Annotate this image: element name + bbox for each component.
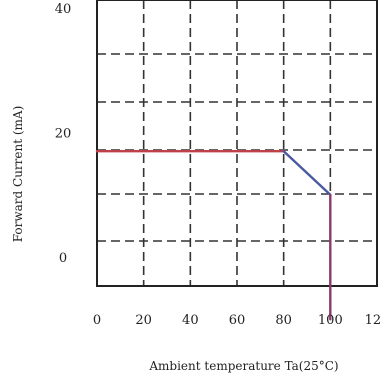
y-tick-label: 40 — [55, 2, 72, 17]
series-layer — [95, 150, 332, 321]
plot-frame — [96, 0, 378, 287]
x-tick-label: 80 — [275, 313, 292, 328]
y-tick-label: 0 — [59, 251, 67, 266]
x-tick-label: 120 — [365, 313, 382, 328]
y-tick-label: 20 — [55, 127, 72, 142]
series-line-2 — [282, 150, 332, 196]
x-axis-label: Ambient temperature Ta(25°C) — [148, 359, 338, 373]
y-axis-label: Forward Current (mA) — [11, 106, 25, 243]
x-tick-labels: 0 20 40 60 80 100 120 — [93, 313, 382, 328]
x-tick-label: 40 — [182, 313, 199, 328]
x-tick-label: 60 — [229, 313, 246, 328]
x-tick-label: 100 — [318, 313, 343, 328]
x-tick-label: 20 — [135, 313, 152, 328]
grid-lines — [97, 0, 377, 286]
y-tick-labels: 0 20 40 — [55, 2, 72, 266]
x-tick-label: 0 — [93, 313, 101, 328]
